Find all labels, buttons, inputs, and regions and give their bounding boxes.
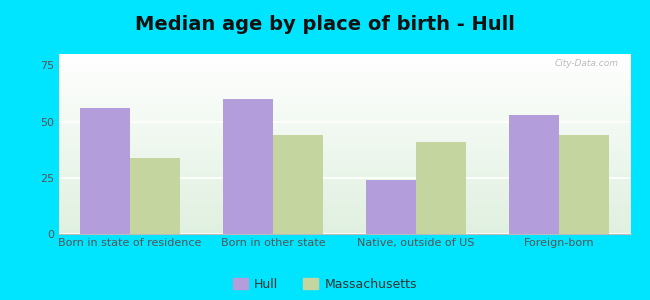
Bar — [80, 108, 130, 234]
Bar — [509, 115, 559, 234]
Text: City-Data.com: City-Data.com — [555, 59, 619, 68]
Bar — [559, 135, 609, 234]
Text: Median age by place of birth - Hull: Median age by place of birth - Hull — [135, 15, 515, 34]
Legend: Hull, Massachusetts: Hull, Massachusetts — [233, 278, 417, 291]
Bar — [416, 142, 466, 234]
Bar — [130, 158, 180, 234]
Bar — [273, 135, 323, 234]
Bar — [366, 180, 416, 234]
Bar — [223, 99, 273, 234]
